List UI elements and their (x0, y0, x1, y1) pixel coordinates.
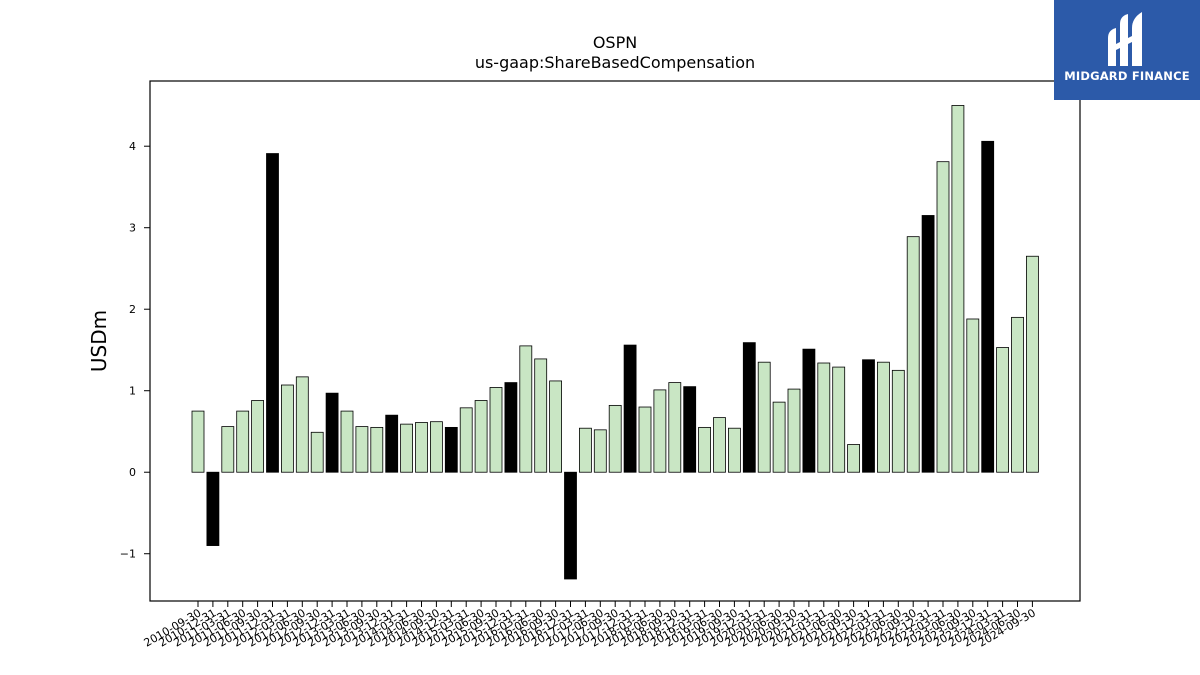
bar (564, 471, 577, 580)
bar (206, 471, 220, 546)
bar (325, 392, 339, 473)
bar (832, 366, 846, 473)
bar (653, 389, 667, 473)
bars-group (191, 105, 1039, 580)
bar (906, 236, 920, 473)
y-tick-label: 2 (129, 303, 136, 316)
bar (981, 140, 995, 473)
bar (891, 369, 905, 473)
bar (951, 105, 965, 473)
bar (236, 410, 250, 473)
bar (593, 429, 607, 473)
bar (310, 431, 324, 473)
bar (698, 426, 711, 473)
bar (429, 421, 443, 473)
bar (534, 358, 548, 473)
bar (519, 345, 533, 473)
bar (623, 344, 637, 473)
bar (266, 153, 279, 473)
bar (757, 361, 771, 473)
bar (668, 382, 682, 473)
bar (221, 426, 235, 473)
bar (1026, 255, 1039, 473)
bar (921, 215, 935, 473)
bar (802, 348, 816, 473)
bar (742, 342, 756, 473)
bar (385, 414, 399, 473)
bar (415, 422, 428, 473)
bar (370, 426, 384, 473)
bar (459, 407, 473, 473)
y-tick-label: −1 (120, 548, 136, 561)
brand-logo: MIDGARD FINANCE (1054, 0, 1200, 100)
bar (683, 386, 697, 473)
bar (862, 359, 875, 473)
bar (355, 426, 369, 473)
y-tick-label: 1 (129, 385, 136, 398)
bar (966, 318, 980, 473)
bar (295, 376, 309, 473)
y-tick-label: 0 (129, 466, 136, 479)
y-axis: −1 0 1 2 3 4 (120, 140, 150, 561)
bar (489, 387, 503, 473)
bar (251, 400, 265, 473)
y-tick-label: 3 (129, 222, 136, 235)
bar (847, 444, 860, 473)
bar (713, 417, 726, 473)
y-axis-label: USDm (87, 310, 111, 372)
bar (638, 406, 652, 473)
bar (579, 427, 592, 473)
bar (772, 401, 786, 473)
y-tick-label: 4 (129, 140, 136, 153)
bar (444, 426, 458, 473)
bar (936, 161, 950, 473)
bar (728, 427, 741, 473)
brand-logo-icon (1108, 12, 1142, 66)
bar (996, 347, 1009, 473)
bar (877, 361, 890, 473)
bar (280, 384, 294, 473)
bar (400, 423, 414, 473)
bar (340, 410, 354, 473)
bar (504, 382, 518, 473)
chart-title: OSPN (593, 33, 637, 52)
x-axis: 2010-09-302010-12-312011-03-312011-06-30… (142, 601, 1038, 650)
bar (1011, 316, 1024, 473)
bar (817, 362, 831, 473)
bar (787, 388, 801, 473)
bar (549, 380, 562, 473)
bar (608, 404, 622, 473)
plot-frame (149, 80, 1081, 602)
brand-name: MIDGARD FINANCE (1064, 69, 1190, 83)
chart-subtitle: us-gaap:ShareBasedCompensation (475, 53, 755, 72)
bar (191, 410, 205, 473)
bar (474, 400, 488, 473)
